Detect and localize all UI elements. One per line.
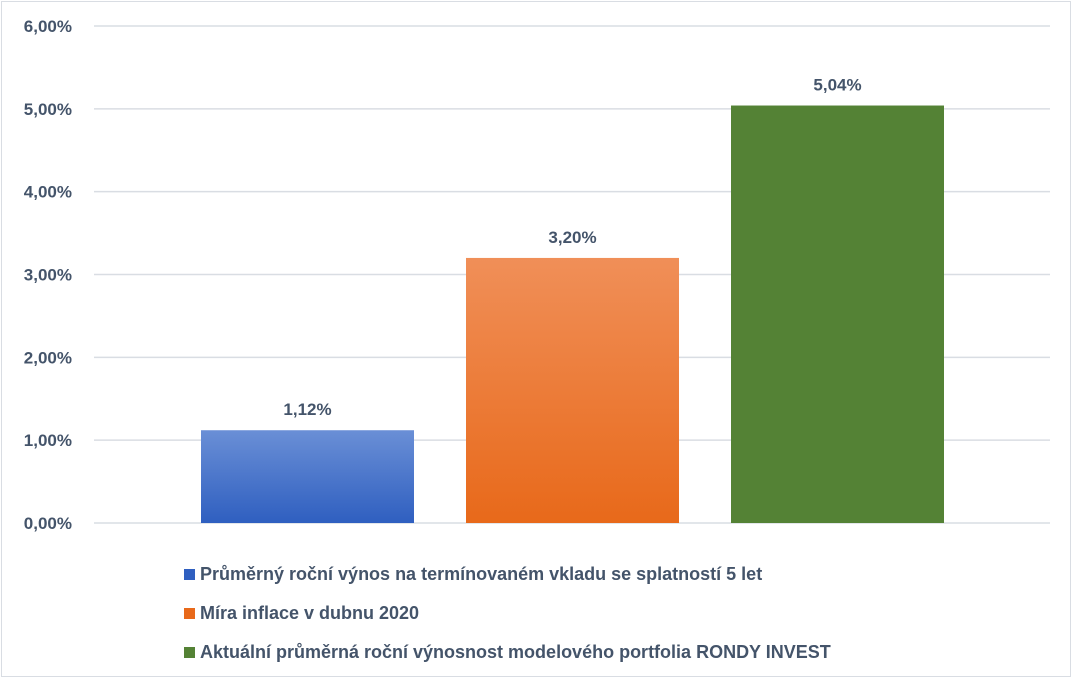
legend-item: Aktuální průměrná roční výnosnost modelo… bbox=[184, 633, 831, 672]
bar bbox=[201, 430, 414, 523]
y-tick-label: 6,00% bbox=[24, 17, 72, 36]
legend-swatch bbox=[184, 569, 195, 580]
legend-label: Míra inflace v dubnu 2020 bbox=[200, 603, 420, 623]
legend-item: Průměrný roční výnos na termínovaném vkl… bbox=[184, 555, 831, 594]
data-label: 5,04% bbox=[813, 76, 861, 95]
y-tick-label: 1,00% bbox=[24, 431, 72, 450]
legend-swatch bbox=[184, 647, 195, 658]
y-tick-label: 2,00% bbox=[24, 348, 72, 367]
bar bbox=[731, 105, 944, 524]
y-tick-label: 0,00% bbox=[24, 514, 72, 533]
y-tick-label: 3,00% bbox=[24, 266, 72, 285]
legend-label: Průměrný roční výnos na termínovaném vkl… bbox=[200, 564, 763, 584]
legend-item: Míra inflace v dubnu 2020 bbox=[184, 594, 831, 633]
y-tick-label: 4,00% bbox=[24, 183, 72, 202]
data-label: 1,12% bbox=[283, 400, 331, 419]
legend-label: Aktuální průměrná roční výnosnost modelo… bbox=[200, 642, 831, 662]
y-tick-label: 5,00% bbox=[24, 100, 72, 119]
legend-swatch bbox=[184, 608, 195, 619]
data-label: 3,20% bbox=[548, 228, 596, 247]
bar bbox=[466, 257, 679, 523]
legend: Průměrný roční výnos na termínovaném vkl… bbox=[184, 555, 831, 672]
